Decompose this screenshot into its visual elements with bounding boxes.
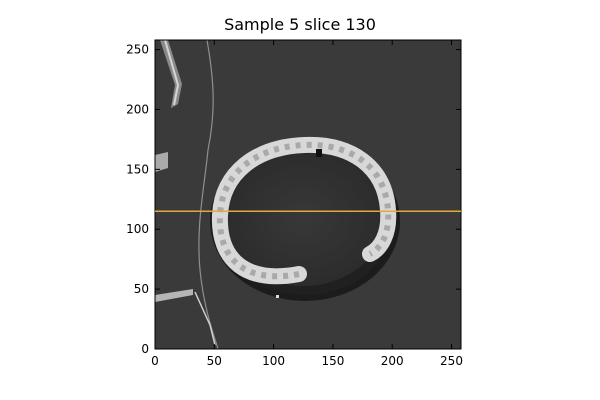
x-tick-label: 150: [321, 354, 344, 368]
y-tick-label: 200: [126, 102, 149, 116]
x-tick-label: 0: [151, 354, 159, 368]
x-tick-label: 200: [381, 354, 404, 368]
figure-title: Sample 5 slice 130: [224, 15, 376, 34]
ct-image: [155, 40, 461, 349]
x-tick-label: 100: [262, 354, 285, 368]
y-axis: 0 50 100 150 200 250: [126, 43, 461, 356]
y-tick-label: 100: [126, 222, 149, 236]
x-tick-label: 250: [440, 354, 463, 368]
y-tick-label: 250: [126, 43, 149, 57]
y-tick-label: 0: [141, 342, 149, 356]
y-tick-label: 50: [134, 282, 149, 296]
x-tick-label: 50: [207, 354, 222, 368]
x-axis: 0 50 100 150 200 250: [151, 40, 463, 368]
y-tick-label: 150: [126, 162, 149, 176]
